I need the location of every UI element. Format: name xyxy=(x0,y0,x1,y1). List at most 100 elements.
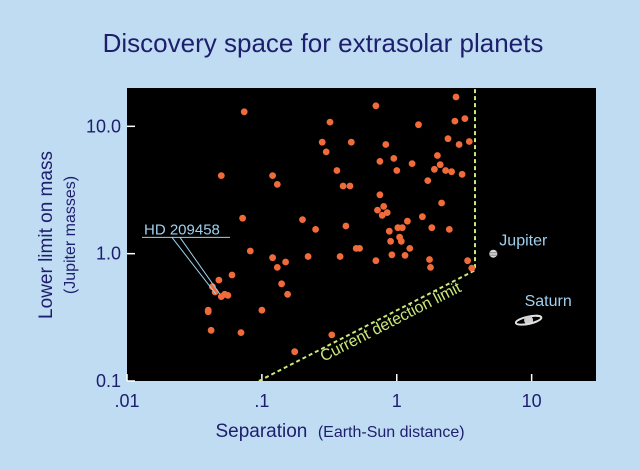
planet-point xyxy=(434,152,441,159)
planet-point xyxy=(346,182,354,190)
planet-point xyxy=(215,276,223,284)
planet-point xyxy=(428,224,436,232)
planet-point xyxy=(383,209,391,217)
x-tick-label: 1 xyxy=(392,391,402,411)
x-tick-label: 10 xyxy=(522,391,542,411)
planet-point xyxy=(347,138,355,146)
planet-point xyxy=(207,326,215,334)
planet-point xyxy=(318,138,326,146)
planet-point xyxy=(269,254,276,262)
planet-point xyxy=(284,290,291,298)
planet-point xyxy=(336,253,344,260)
planet-point xyxy=(406,245,414,252)
x-axis-label: Separation (Earth-Sun distance) xyxy=(215,421,464,442)
planet-point xyxy=(224,292,232,299)
jupiter-icon xyxy=(489,249,498,258)
planet-point xyxy=(239,214,247,222)
planet-point xyxy=(217,172,225,180)
y-axis-label: Lower limit on mass xyxy=(36,151,57,319)
planet-point xyxy=(376,191,384,199)
planet-point xyxy=(333,167,341,174)
hd209458-label: HD 209458 xyxy=(144,221,220,238)
planet-point xyxy=(342,222,350,230)
planet-point xyxy=(388,251,396,259)
planet-point xyxy=(452,93,460,101)
planet-point xyxy=(237,329,245,336)
y-axis-ticks: 0.1 1.0 10.0 xyxy=(86,116,135,391)
planet-point xyxy=(322,148,330,156)
detection-limit-line xyxy=(258,88,476,382)
planet-point xyxy=(258,306,266,314)
planet-point xyxy=(378,211,386,219)
y-axis-unit-label: (Jupiter masses) xyxy=(62,176,79,294)
planet-point xyxy=(445,226,453,233)
planet-point xyxy=(380,203,388,210)
planet-point xyxy=(427,264,434,271)
planet-point xyxy=(282,258,289,266)
planet-point xyxy=(393,167,401,174)
y-tick-label: 1.0 xyxy=(96,244,121,264)
planet-point xyxy=(464,257,471,265)
planet-point xyxy=(458,170,466,178)
planet-point xyxy=(299,216,306,224)
planet-point xyxy=(209,283,216,291)
planet-point xyxy=(304,253,312,260)
planet-point xyxy=(468,264,476,272)
planet-point xyxy=(431,165,438,173)
planet-point xyxy=(442,167,449,174)
planet-point xyxy=(424,177,432,185)
planet-point xyxy=(404,217,411,225)
planet-point xyxy=(339,182,347,190)
y-tick-label: 10.0 xyxy=(86,116,121,136)
hd209458-annotation: HD 209458 xyxy=(142,218,232,295)
planet-point xyxy=(397,237,405,245)
y-tick-label: 0.1 xyxy=(96,371,121,391)
planet-point xyxy=(312,226,319,233)
planet-point xyxy=(326,118,334,126)
planet-point xyxy=(372,257,380,265)
planet-point xyxy=(374,206,381,214)
hd209458-label-box xyxy=(142,218,232,237)
planet-point xyxy=(465,138,473,145)
planet-point xyxy=(436,161,444,169)
jupiter-label: Jupiter xyxy=(499,233,548,250)
planet-point xyxy=(269,172,276,180)
chart-title: Discovery space for extrasolar planets xyxy=(103,28,544,58)
hd209458-leader-line xyxy=(142,236,230,295)
planet-point xyxy=(426,256,433,263)
planet-point xyxy=(398,224,406,232)
planet-point xyxy=(451,117,459,125)
planet-point xyxy=(448,168,455,176)
planet-point xyxy=(401,252,409,259)
planet-point xyxy=(240,108,248,116)
planet-point xyxy=(278,280,285,288)
planet-point xyxy=(273,264,281,271)
planet-point xyxy=(408,160,416,168)
planet-point xyxy=(291,348,299,356)
x-tick-label: .01 xyxy=(114,391,139,411)
planet-point xyxy=(356,245,363,252)
planet-point xyxy=(376,158,384,165)
planet-point xyxy=(387,237,394,245)
planet-point xyxy=(419,213,426,221)
x-axis-ticks: .01 .1 1 10 xyxy=(114,374,542,411)
planet-point xyxy=(228,271,236,279)
planet-point xyxy=(444,135,452,143)
saturn-icon xyxy=(514,314,543,326)
planet-point xyxy=(382,141,390,148)
planet-point xyxy=(273,181,281,188)
planet-point xyxy=(415,121,422,129)
planet-point xyxy=(246,247,254,255)
planet-point xyxy=(461,115,469,122)
data-points xyxy=(204,93,476,356)
planet-point xyxy=(385,227,393,235)
planet-point xyxy=(438,199,445,207)
planet-point xyxy=(372,102,380,110)
x-tick-label: .1 xyxy=(254,391,269,411)
planet-point xyxy=(328,331,336,339)
saturn-label: Saturn xyxy=(525,293,572,310)
planet-point xyxy=(455,141,463,148)
planet-point xyxy=(204,308,212,316)
planet-point xyxy=(390,155,398,162)
